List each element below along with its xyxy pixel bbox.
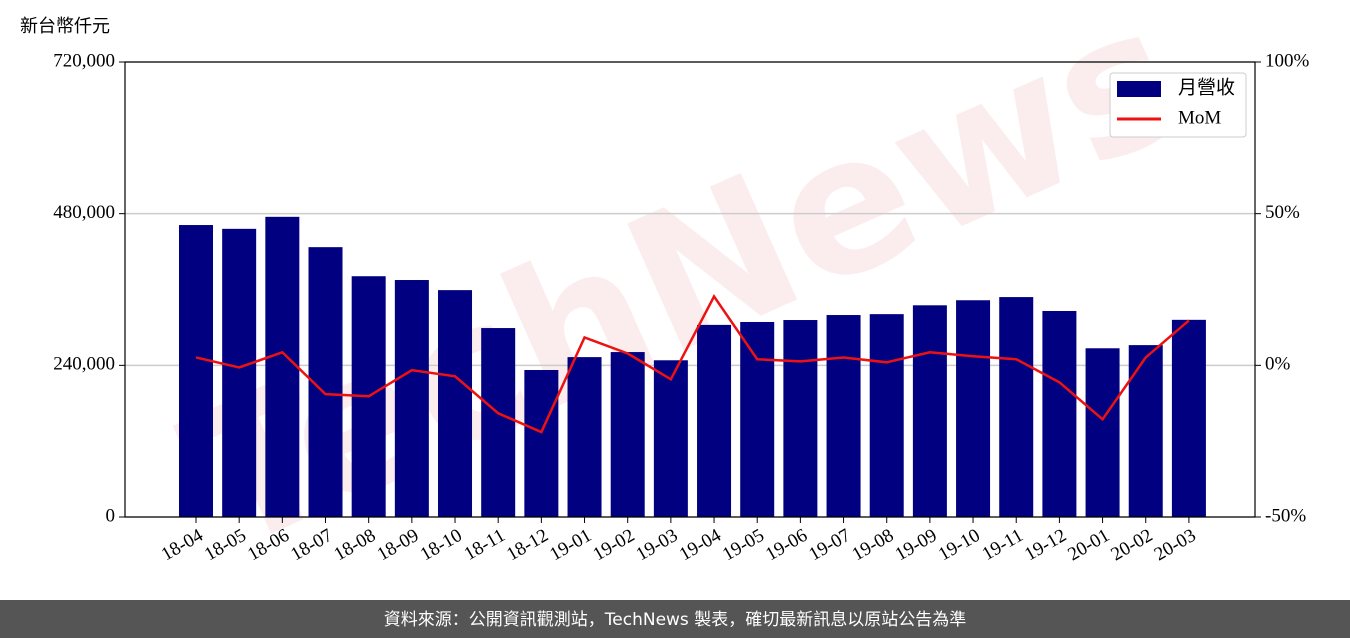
footer-bar bbox=[0, 600, 1350, 638]
bar bbox=[697, 324, 732, 517]
bar bbox=[567, 357, 602, 517]
y-tick-label: 720,000 bbox=[53, 50, 115, 71]
x-tick-label: 20-01 bbox=[1064, 525, 1113, 565]
legend-label: MoM bbox=[1178, 107, 1221, 128]
x-tick-label: 19-12 bbox=[1021, 525, 1070, 565]
bar bbox=[999, 297, 1034, 517]
bar bbox=[1171, 319, 1206, 517]
bar bbox=[783, 320, 818, 517]
bar bbox=[1042, 310, 1077, 517]
x-tick-label: 19-10 bbox=[935, 525, 984, 565]
bar bbox=[1085, 348, 1120, 517]
x-tick-label: 19-11 bbox=[979, 525, 1027, 565]
bar bbox=[740, 321, 775, 517]
bar bbox=[524, 370, 559, 517]
line bbox=[195, 294, 1190, 434]
y2-tick-label: -50% bbox=[1265, 505, 1306, 526]
bar bbox=[222, 228, 257, 518]
legend-swatch bbox=[1117, 81, 1161, 97]
bar bbox=[869, 314, 904, 517]
x-tick-label: 19-08 bbox=[849, 525, 898, 565]
y-tick-label: 240,000 bbox=[53, 354, 115, 375]
footer: 資料來源：公開資訊觀測站，TechNews 製表，確切最新訊息以原站公告為準 bbox=[384, 610, 966, 630]
bar bbox=[610, 352, 645, 517]
x-tick-label: 19-02 bbox=[589, 525, 638, 565]
y-axis-label: 新台幣仟元 bbox=[20, 16, 110, 37]
x-tick-label: 19-05 bbox=[719, 525, 768, 565]
x-tick-label: 19-03 bbox=[633, 525, 682, 565]
bar bbox=[1128, 345, 1163, 517]
x-tick-label: 20-03 bbox=[1151, 525, 1200, 565]
x-tick-label: 19-04 bbox=[676, 525, 725, 566]
x-tick-label: 20-02 bbox=[1108, 525, 1157, 565]
y2-tick-label: 0% bbox=[1265, 354, 1291, 375]
bar bbox=[179, 225, 213, 517]
x-tick-label: 19-01 bbox=[546, 525, 595, 565]
y-tick-label: 0 bbox=[106, 505, 116, 526]
bar bbox=[912, 305, 947, 517]
bar bbox=[265, 216, 300, 517]
bar bbox=[394, 280, 429, 517]
x-tick-label: 18-04 bbox=[158, 525, 207, 566]
x-tick-label: 18-12 bbox=[503, 525, 552, 565]
x-tick-label: 18-10 bbox=[417, 525, 466, 565]
x-tick-label: 18-11 bbox=[461, 525, 509, 565]
bar bbox=[826, 315, 861, 517]
plot-frame bbox=[124, 61, 1256, 518]
y-tick-label: 480,000 bbox=[53, 202, 115, 223]
bar bbox=[653, 360, 688, 517]
x-tick-label: 19-07 bbox=[805, 525, 854, 565]
x-tick-label: 19-09 bbox=[892, 525, 941, 565]
bar bbox=[481, 328, 516, 517]
y2-tick-label: 100% bbox=[1265, 50, 1310, 71]
bar bbox=[438, 290, 473, 517]
bar bbox=[956, 300, 991, 517]
x-tick-label: 19-06 bbox=[762, 525, 811, 565]
legend-label: 月營收 bbox=[1178, 76, 1235, 98]
y2-tick-label: 50% bbox=[1265, 202, 1300, 223]
